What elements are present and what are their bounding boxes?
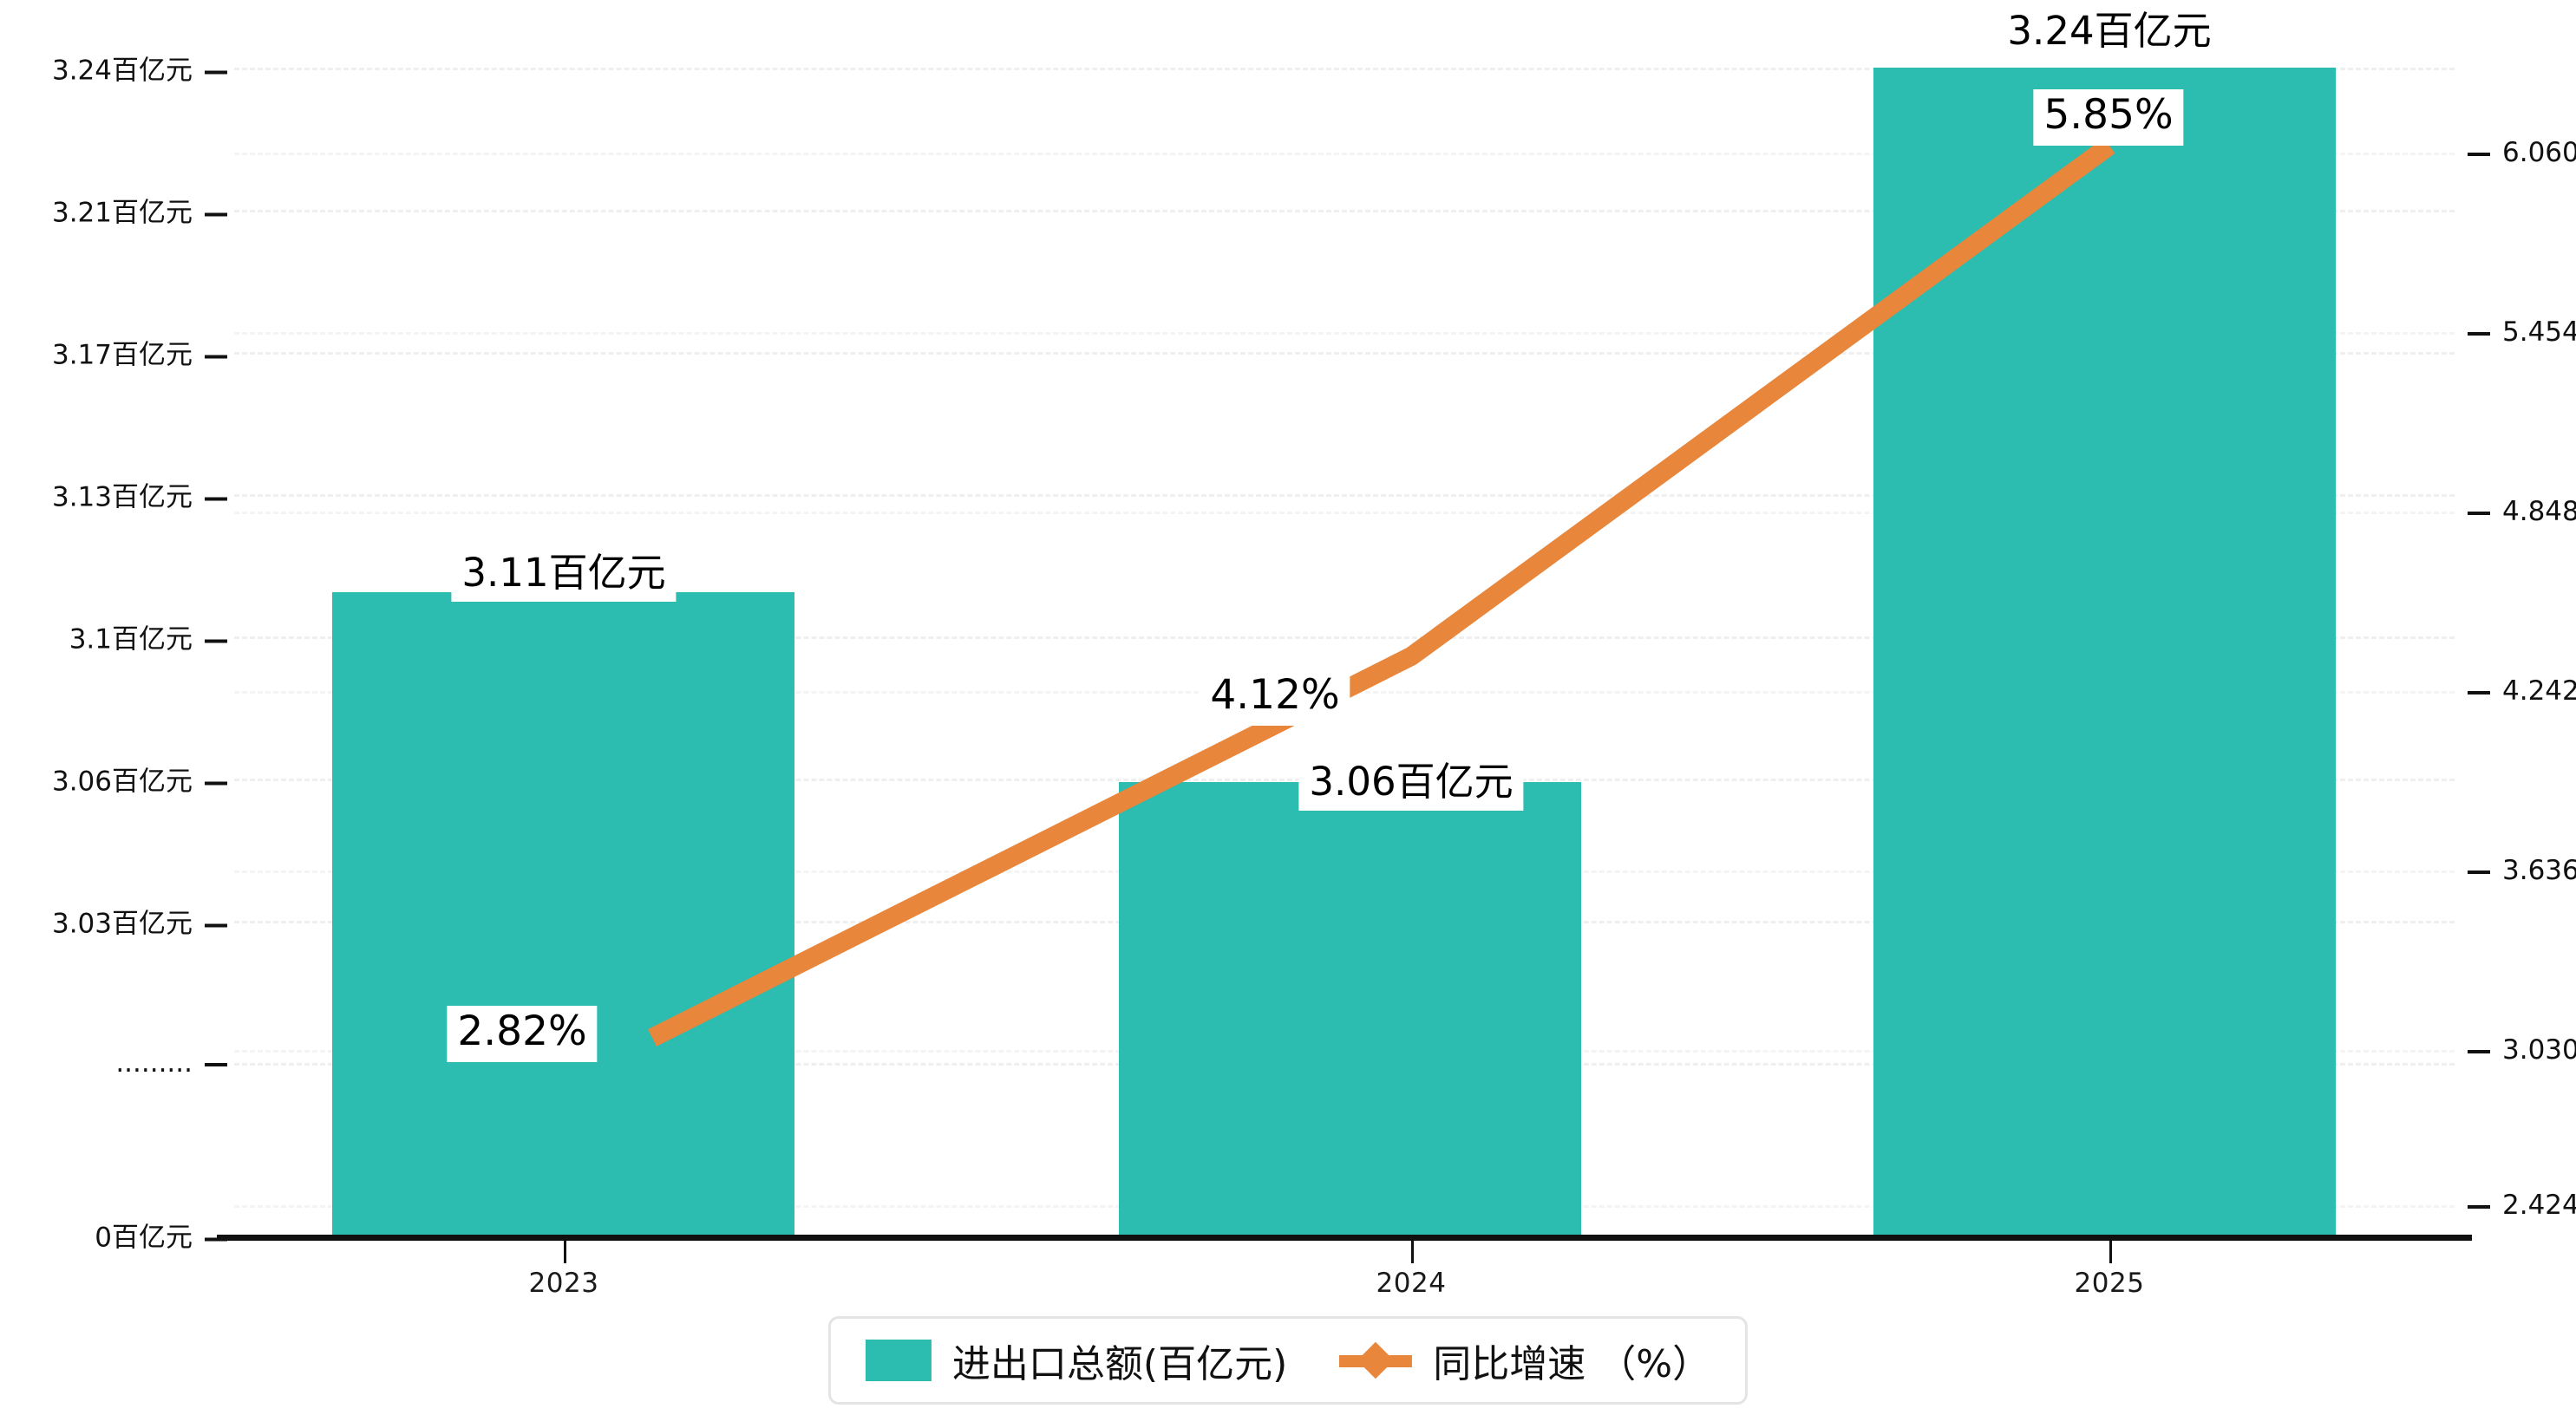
bar-label-2024: 3.06百亿元 (1298, 757, 1524, 812)
legend-item-line[interactable]: 同比增速 （%） (1339, 1333, 1710, 1388)
y-right-tick-6.060: 6.060 (2468, 137, 2576, 168)
y-right-tick-3.030: 3.030 (2468, 1034, 2576, 1066)
y-right-tick-3.636: 3.636 (2468, 855, 2576, 886)
line-label-2024: 4.12% (1200, 669, 1350, 726)
legend-line-diamond-icon (1339, 1341, 1413, 1379)
legend-bar-swatch-icon (865, 1340, 932, 1381)
y-left-tick-0百亿元: 0百亿元 (95, 1216, 227, 1255)
y-right-tick-2.424: 2.424 (2468, 1190, 2576, 1221)
line-label-2023: 2.82% (447, 1006, 598, 1062)
bar-label-2023: 3.11百亿元 (451, 548, 677, 603)
y-left-tick-3.21百亿元: 3.21百亿元 (52, 191, 227, 230)
legend-item-bar[interactable]: 进出口总额(百亿元) (865, 1333, 1288, 1388)
y-left-tick-3.06百亿元: 3.06百亿元 (52, 760, 227, 799)
gridline-major (234, 68, 2455, 70)
line-label-2025: 5.85% (2033, 89, 2184, 146)
y-left-tick-.........: ......... (115, 1047, 227, 1079)
x-axis-line (217, 1235, 2472, 1241)
x-tick-label-2025: 2025 (2074, 1268, 2145, 1299)
y-right-tick-4.242: 4.242 (2468, 675, 2576, 707)
y-left-tick-3.1百亿元: 3.1百亿元 (69, 617, 227, 656)
x-tick-label-2024: 2024 (1376, 1268, 1447, 1299)
x-tick-mark-2025 (2109, 1241, 2112, 1263)
legend-label-line: 同比增速 （%） (1433, 1342, 1711, 1386)
x-tick-label-2023: 2023 (528, 1268, 599, 1299)
y-right-tick-4.848: 4.848 (2468, 496, 2576, 527)
y-left-tick-3.13百亿元: 3.13百亿元 (52, 475, 227, 514)
x-tick-mark-2024 (1411, 1241, 1414, 1263)
bar-2024[interactable] (1119, 782, 1581, 1235)
x-tick-mark-2023 (564, 1241, 566, 1263)
bar-label-2025: 3.24百亿元 (1997, 6, 2222, 61)
chart-legend[interactable]: 进出口总额(百亿元) 同比增速 （%） (827, 1316, 1749, 1405)
legend-label-bar: 进出口总额(百亿元) (951, 1342, 1288, 1386)
bar-2023[interactable] (332, 592, 794, 1235)
y-left-tick-3.03百亿元: 3.03百亿元 (52, 902, 227, 941)
y-right-tick-5.454: 5.454 (2468, 316, 2576, 348)
y-left-tick-3.17百亿元: 3.17百亿元 (52, 333, 227, 372)
bar-2025[interactable] (1873, 68, 2336, 1235)
y-left-tick-3.24百亿元: 3.24百亿元 (52, 49, 227, 88)
